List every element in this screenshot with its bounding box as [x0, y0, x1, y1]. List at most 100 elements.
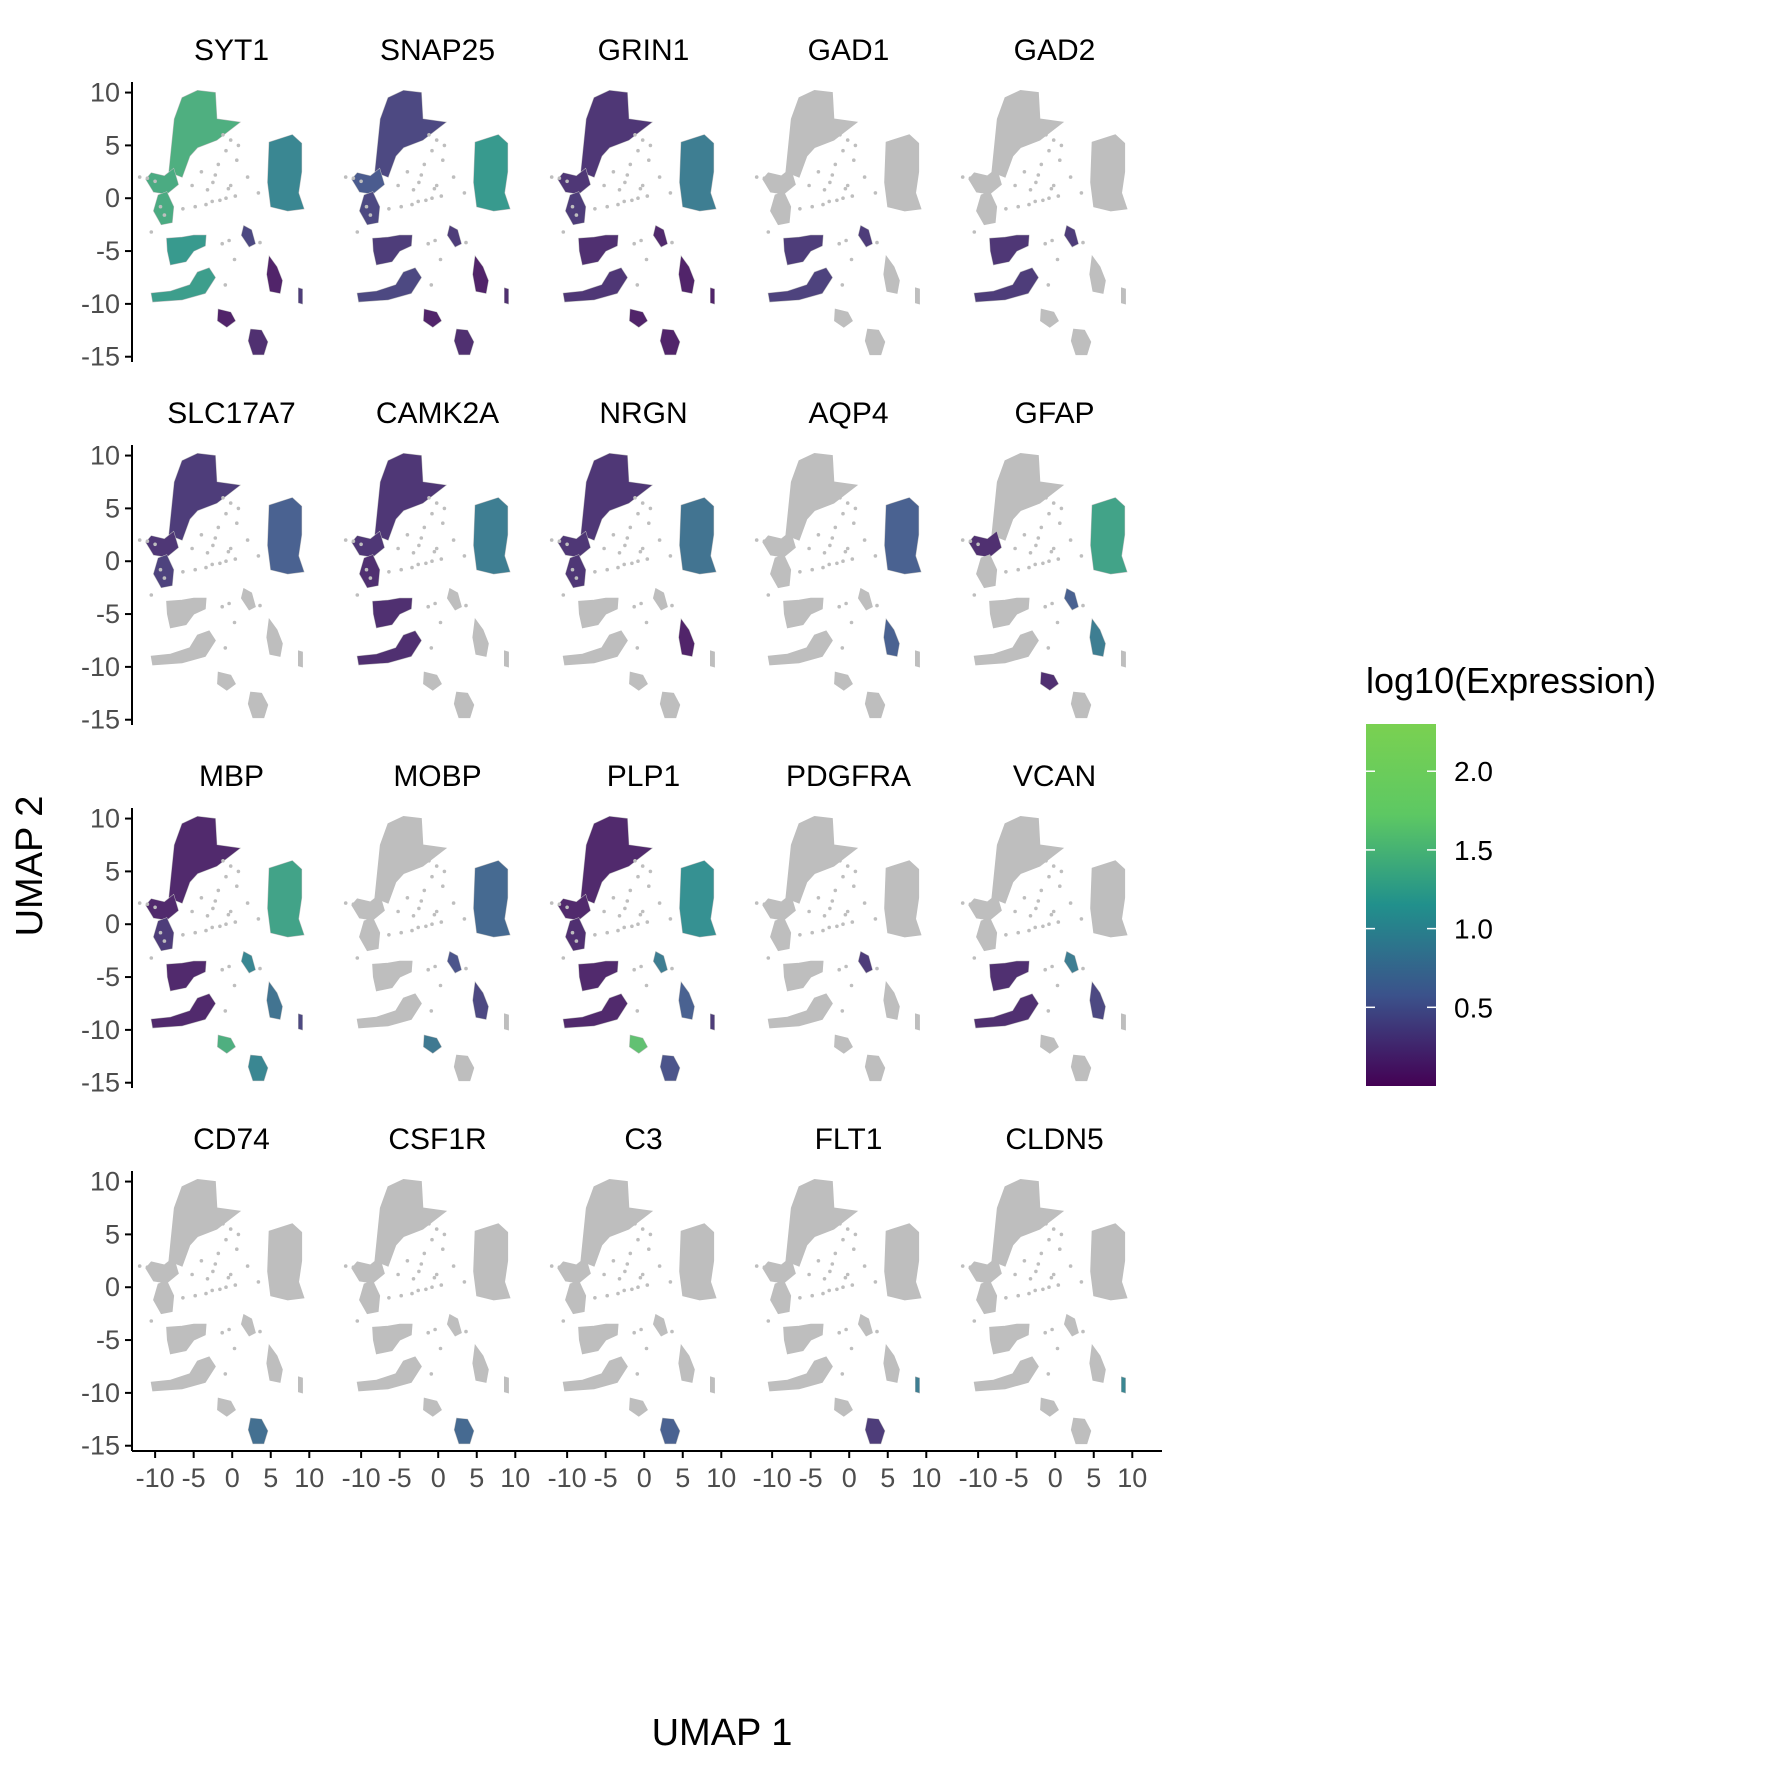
y-tick-label: 0 — [105, 183, 120, 213]
facet-panel-grin1: GRIN1 — [549, 34, 717, 356]
cell-fragment — [205, 1277, 210, 1281]
cell-fragment — [1056, 920, 1061, 924]
cell-cluster-j — [453, 1054, 475, 1082]
expression-overlay-g — [1064, 225, 1079, 247]
cell-fragment — [1044, 133, 1048, 137]
cell-fragment — [1004, 570, 1008, 574]
facet-title: VCAN — [1013, 760, 1096, 793]
cell-fragment — [438, 1346, 443, 1351]
cell-fragment — [1004, 207, 1008, 211]
cell-fragment — [822, 551, 827, 555]
cell-fragment — [1043, 241, 1047, 246]
expression-overlay-h — [472, 982, 489, 1020]
cell-cluster-j — [864, 1054, 886, 1082]
cell-cluster-h — [883, 254, 900, 294]
cell-fragment — [1034, 180, 1038, 185]
color-legend: log10(Expression) 2.0 1.5 1.0 0.5 — [1366, 660, 1656, 1086]
cell-fragment — [433, 1327, 437, 1332]
expression-overlay-d — [372, 598, 412, 628]
cell-cluster-j — [1070, 1054, 1092, 1082]
cell-cluster-e — [150, 1356, 216, 1392]
cell-fragment — [210, 562, 214, 567]
expression-overlay-g — [1064, 588, 1079, 610]
expression-overlay-c — [153, 191, 174, 225]
cell-fragment — [1050, 1327, 1054, 1332]
cell-fragment — [228, 1227, 233, 1231]
cell-fragment — [841, 874, 845, 879]
cell-fragment — [258, 1329, 262, 1334]
cell-cluster-j — [453, 691, 475, 719]
cell-fragment — [645, 557, 650, 561]
cell-fragment — [770, 905, 774, 910]
cell-fragment — [561, 593, 566, 597]
expression-overlay-b — [351, 531, 385, 557]
cell-fragment — [351, 539, 356, 543]
expression-overlay-e — [768, 268, 833, 302]
cell-fragment — [602, 546, 606, 551]
cell-fragment — [862, 1264, 867, 1268]
cell-cluster-e — [973, 630, 1039, 666]
y-tick-label: -15 — [81, 705, 120, 735]
cell-fragment — [822, 188, 827, 192]
cell-fragment — [638, 912, 643, 917]
cell-fragment — [833, 525, 838, 530]
x-tick-label: 5 — [1086, 1463, 1101, 1493]
cell-fragment — [630, 561, 634, 566]
cell-fragment — [862, 901, 867, 905]
y-tick-label: -15 — [81, 342, 120, 372]
expression-overlay-f — [267, 497, 304, 574]
cell-cluster-e — [767, 1356, 833, 1392]
cell-fragment — [227, 238, 231, 243]
y-tick-label: -10 — [81, 1015, 120, 1045]
cell-fragment — [827, 199, 831, 204]
cell-fragment — [644, 257, 649, 262]
cell-fragment — [779, 576, 784, 580]
cell-fragment — [235, 158, 239, 162]
cell-fragment — [633, 859, 637, 863]
cell-fragment — [798, 570, 802, 574]
cell-fragment — [639, 238, 643, 243]
cell-fragment — [430, 874, 434, 879]
cell-fragment — [875, 966, 879, 971]
cell-fragment — [416, 925, 420, 930]
cell-fragment — [405, 896, 410, 900]
cell-fragment — [822, 1277, 827, 1281]
cell-fragment — [873, 917, 878, 921]
legend-colorbar — [1366, 724, 1436, 1086]
cell-fragment — [557, 902, 562, 906]
cell-fragment — [1039, 888, 1044, 893]
cell-fragment — [364, 930, 369, 935]
cell-fragment — [828, 180, 832, 185]
cell-fragment — [981, 567, 986, 572]
cell-fragment — [211, 543, 215, 548]
cell-cluster-c — [976, 917, 998, 952]
facet-panel-c3: C3 -10 -5 0 5 10 — [544, 1123, 751, 1493]
cell-cluster-b — [762, 893, 796, 921]
y-tick-label: 5 — [105, 856, 120, 886]
cell-fragment — [1034, 1269, 1038, 1274]
cell-fragment — [1059, 1232, 1064, 1237]
cell-cluster-b — [968, 893, 1002, 921]
expression-overlay-i — [217, 309, 236, 328]
cell-fragment — [844, 1327, 848, 1332]
cell-fragment — [417, 1269, 421, 1274]
cell-cluster-h — [883, 1343, 900, 1383]
cell-fragment — [1016, 204, 1020, 209]
cell-fragment — [451, 175, 456, 179]
cell-fragment — [417, 180, 421, 185]
facet-title: CAMK2A — [376, 397, 499, 430]
cell-fragment — [561, 230, 566, 234]
cell-fragment — [565, 542, 569, 547]
cell-fragment — [636, 1237, 640, 1242]
cell-cluster-d — [989, 1323, 1030, 1355]
cell-fragment — [224, 196, 228, 200]
cell-fragment — [628, 162, 633, 167]
cell-fragment — [1047, 922, 1051, 926]
cell-fragment — [605, 567, 609, 572]
cell-fragment — [630, 924, 634, 929]
cell-cluster-a — [785, 1178, 859, 1267]
cell-fragment — [630, 1287, 634, 1292]
cell-fragment — [1033, 199, 1037, 204]
cell-fragment — [232, 257, 237, 262]
cell-fragment — [137, 538, 142, 542]
